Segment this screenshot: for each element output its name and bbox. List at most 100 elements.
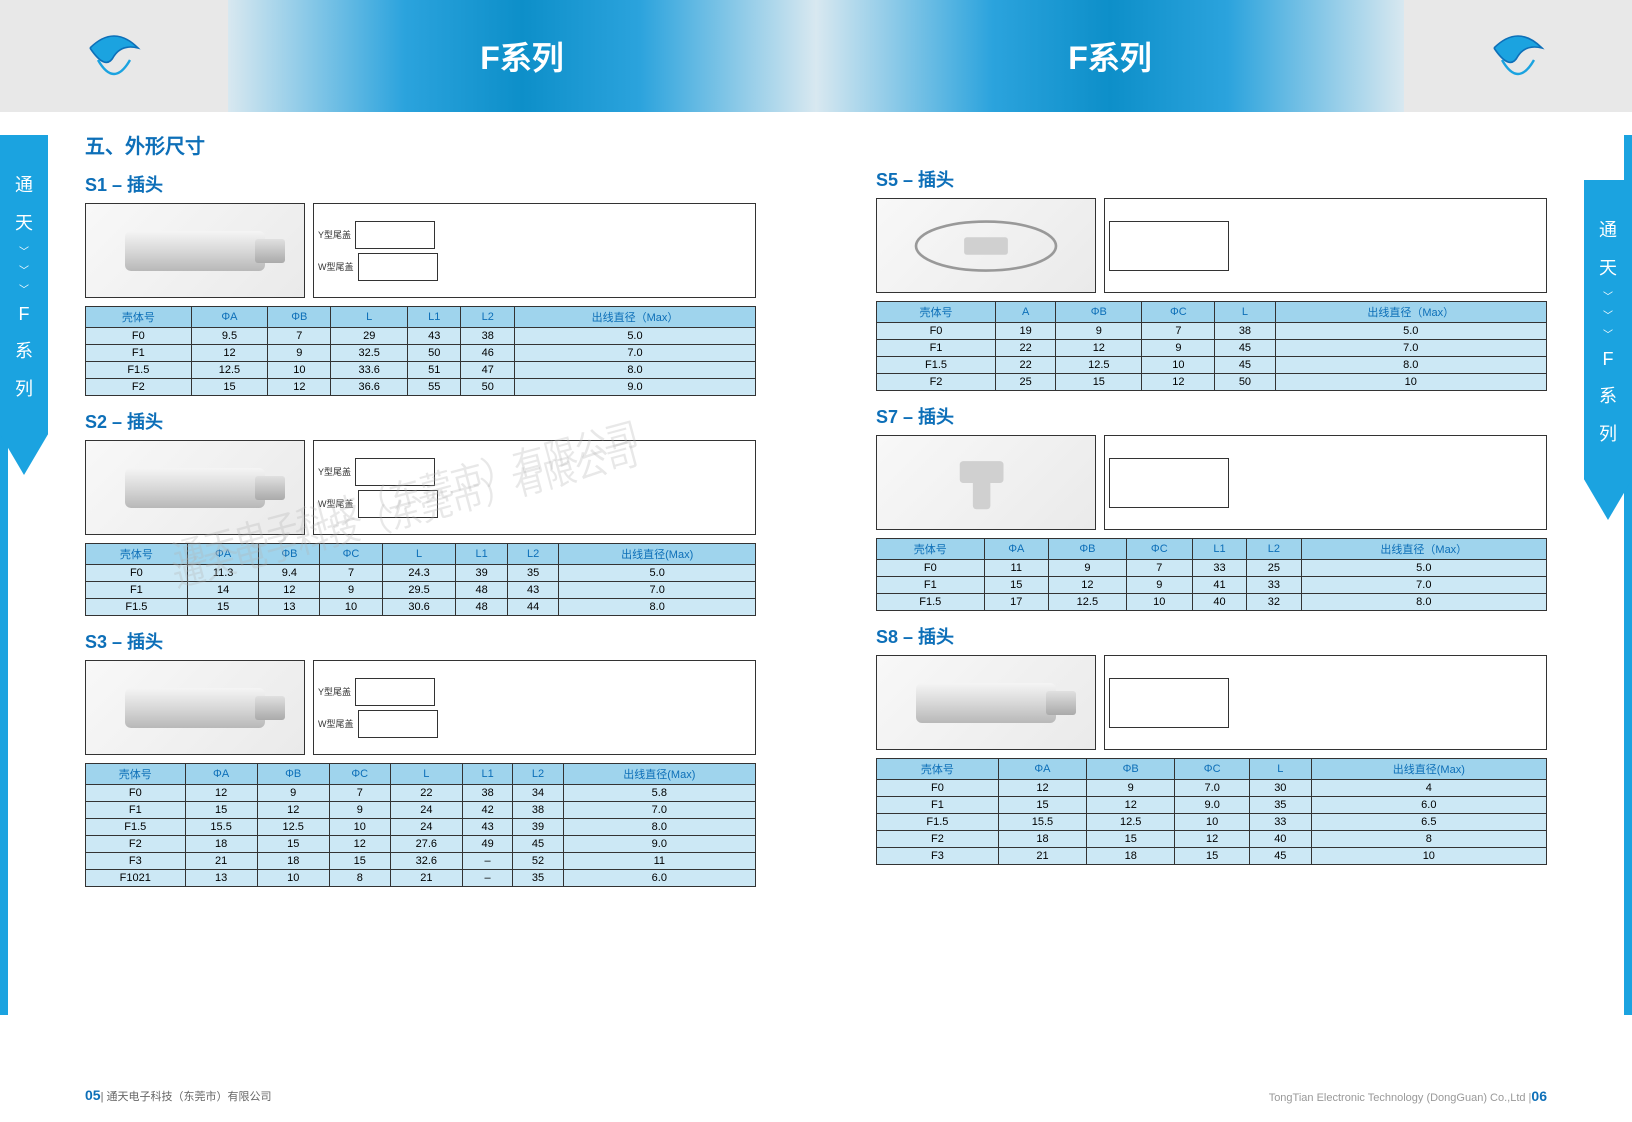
table-cell: 22 (996, 357, 1056, 374)
table-cell: 21 (998, 848, 1086, 865)
table-cell: F1 (877, 797, 999, 814)
table-cell: 5.0 (514, 328, 755, 345)
table-row: F1.515131030.648448.0 (86, 599, 756, 616)
table-cell: 33 (1250, 814, 1312, 831)
table-cell: 12.5 (191, 362, 268, 379)
table-cell: 9 (320, 582, 382, 599)
table-cell: 24 (390, 802, 462, 819)
table-cell: F1 (86, 802, 186, 819)
table-row: F218151227.649459.0 (86, 836, 756, 853)
image-row-s3: Y型尾盖 W型尾盖 (85, 660, 756, 755)
table-header: L2 (1247, 539, 1301, 560)
table-cell: F0 (877, 560, 985, 577)
table-cell: 35 (513, 870, 563, 887)
product-photo-s7 (876, 435, 1096, 530)
table-cell: 39 (456, 565, 507, 582)
table-header: ΦB (1087, 759, 1175, 780)
table-cell: 18 (257, 853, 329, 870)
table-header: 出线直径(Max) (563, 764, 755, 785)
table-cell: F1.5 (86, 819, 186, 836)
table-cell: F1021 (86, 870, 186, 887)
image-row-s8 (876, 655, 1547, 750)
table-row: F09.572943385.0 (86, 328, 756, 345)
side-char: 系 (15, 337, 33, 363)
table-header: L2 (461, 307, 514, 328)
footer-right-text: TongTian Electronic Technology (DongGuan… (1269, 1092, 1532, 1104)
table-cell: 12 (259, 582, 320, 599)
table-header: ΦB (1056, 302, 1142, 323)
table-cell: 45 (1215, 340, 1275, 357)
table-cell: 35 (1250, 797, 1312, 814)
table-s5: 壳体号AΦBΦCL出线直径（Max）F01997385.0F122129457.… (876, 301, 1547, 391)
table-cell: 13 (259, 599, 320, 616)
elbow-connector-icon (936, 448, 1036, 518)
table-cell: 7.0 (1301, 577, 1546, 594)
table-cell: 15 (1175, 848, 1250, 865)
image-row-s2: Y型尾盖 W型尾盖 (85, 440, 756, 535)
table-cell: 38 (1215, 323, 1275, 340)
table-cell: 9 (257, 785, 329, 802)
table-cell: 50 (408, 345, 461, 362)
table-row: F1.51712.51040328.0 (877, 594, 1547, 611)
side-char: F (1603, 349, 1614, 370)
table-cell: 44 (507, 599, 558, 616)
table-cell: 7.0 (1275, 340, 1546, 357)
table-cell: 10 (1175, 814, 1250, 831)
table-row: F11512941337.0 (877, 577, 1547, 594)
table-cell: 9 (1126, 577, 1192, 594)
company-logo-icon (1478, 16, 1558, 96)
table-header: ΦC (1142, 302, 1215, 323)
table-cell: 15 (191, 379, 268, 396)
table-row: F321181532.6–5211 (86, 853, 756, 870)
table-cell: F2 (877, 831, 999, 848)
table-cell: F2 (877, 374, 996, 391)
table-cell: 50 (461, 379, 514, 396)
image-row-s5 (876, 198, 1547, 293)
table-cell: 43 (507, 582, 558, 599)
product-diagram-s8 (1104, 655, 1547, 750)
main-title: 五、外形尺寸 (85, 130, 756, 159)
table-cell: 22 (390, 785, 462, 802)
table-cell: 24 (390, 819, 462, 836)
table-cell: 19 (996, 323, 1056, 340)
table-cell: 48 (456, 582, 507, 599)
chevron-down-icon: ﹀ (1603, 326, 1613, 341)
table-cell: 32.6 (390, 853, 462, 870)
table-cell: 5.8 (563, 785, 755, 802)
table-s8: 壳体号ΦAΦBΦCL出线直径(Max)F01297.0304F115129.03… (876, 758, 1547, 865)
table-cell: 18 (185, 836, 257, 853)
section-title-s5: S5 – 插头 (876, 166, 1547, 192)
top-banner: F系列 F系列 (0, 0, 1632, 112)
table-cell: F1.5 (877, 357, 996, 374)
side-char: 列 (1599, 420, 1617, 446)
side-char: F (19, 304, 30, 325)
table-cell: 9.5 (191, 328, 268, 345)
table-header: ΦC (1175, 759, 1250, 780)
chevron-down-icon: ﹀ (19, 243, 29, 258)
table-cell: 45 (1250, 848, 1312, 865)
table-cell: 15 (1056, 374, 1142, 391)
table-row: F122129457.0 (877, 340, 1547, 357)
table-cell: 15 (187, 599, 259, 616)
table-s2: 壳体号ΦAΦBΦCLL1L2出线直径(Max)F011.39.4724.3393… (85, 543, 756, 616)
table-cell: 32 (1247, 594, 1301, 611)
table-cell: 25 (1247, 560, 1301, 577)
side-char: 通 (1599, 216, 1617, 242)
banner-title-left: F系列 (480, 33, 564, 79)
table-cell: 9.0 (1175, 797, 1250, 814)
connector-icon (125, 688, 265, 728)
footer-left-text: | 通天电子科技（东莞市）有限公司 (101, 1091, 272, 1103)
banner-center: F系列 F系列 (228, 0, 1404, 112)
table-row: F1.515.512.5102443398.0 (86, 819, 756, 836)
table-row: F22515125010 (877, 374, 1547, 391)
table-cell: 51 (408, 362, 461, 379)
table-cell: 43 (462, 819, 512, 836)
chevron-down-icon: ﹀ (19, 281, 29, 296)
table-cell: 45 (1215, 357, 1275, 374)
table-cell: 9.0 (563, 836, 755, 853)
table-cell: – (462, 870, 512, 887)
table-cell: 8.0 (559, 599, 756, 616)
table-cell: F1 (86, 582, 188, 599)
product-diagram-s5 (1104, 198, 1547, 293)
table-header: L (331, 307, 408, 328)
